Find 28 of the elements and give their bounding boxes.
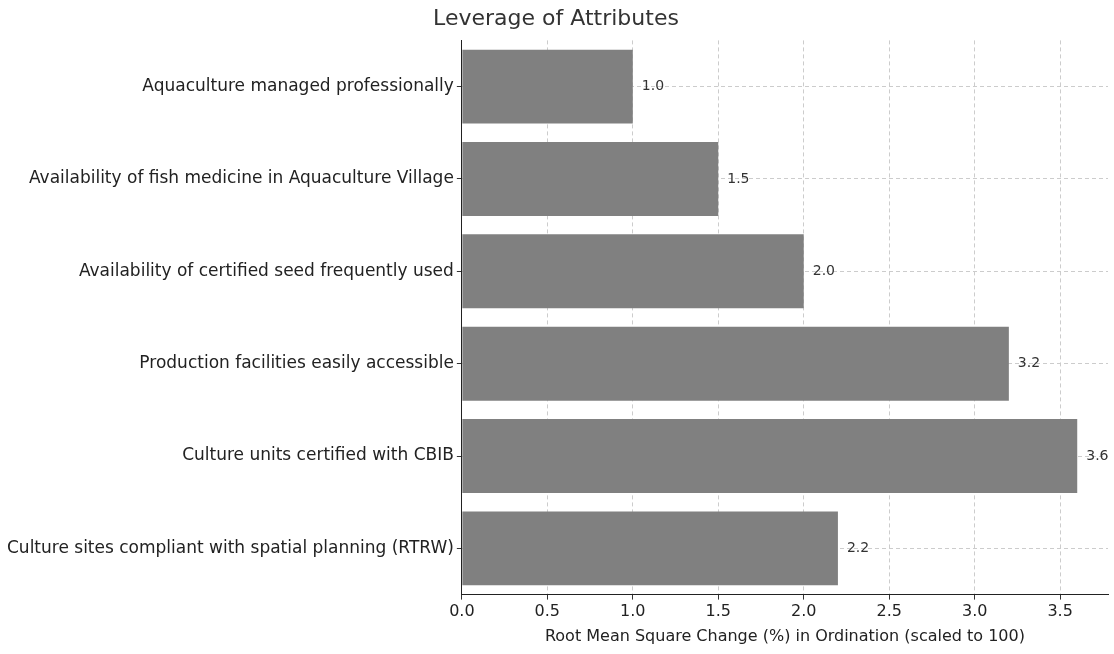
bar (462, 142, 719, 216)
y-tick-label: Culture sites compliant with spatial planning (RTRW) (7, 536, 454, 557)
bar (462, 326, 1009, 401)
x-tick-label: 1.5 (705, 601, 731, 621)
data-label: 1.5 (727, 169, 750, 186)
x-tick-label: 0.5 (534, 601, 561, 621)
x-tick-label: 0.0 (449, 601, 475, 621)
bar (462, 49, 633, 124)
x-tick-label: 3.5 (1047, 601, 1073, 621)
y-tick-label: Availability of certified seed frequently used (78, 259, 454, 280)
data-label: 3.2 (1017, 354, 1041, 371)
x-tick-label: 1.0 (620, 601, 646, 621)
x-tick-label: 2.5 (876, 601, 902, 621)
bar (462, 419, 1078, 493)
y-tick-label: Aquaculture managed professionally (142, 75, 454, 96)
data-label: 2.0 (812, 261, 835, 278)
chart-title: Leverage of Attributes (433, 4, 679, 30)
x-tick-label: 2.0 (791, 601, 817, 621)
y-tick-label: Production facilities easily accessible (139, 352, 454, 373)
y-tick-label: Culture units certified with CBIB (182, 444, 454, 465)
bar (462, 511, 838, 586)
data-label: 2.2 (846, 539, 870, 556)
bar (462, 234, 804, 309)
y-tick-label: Availability of fish medicine in Aquaculture Village (28, 167, 454, 188)
x-axis-title: Root Mean Square Change (%) in Ordination (scaled to 100) (544, 625, 1025, 645)
data-label: 3.6 (1086, 446, 1109, 463)
data-label: 1.0 (641, 77, 665, 94)
x-tick-label: 3.0 (961, 601, 988, 621)
